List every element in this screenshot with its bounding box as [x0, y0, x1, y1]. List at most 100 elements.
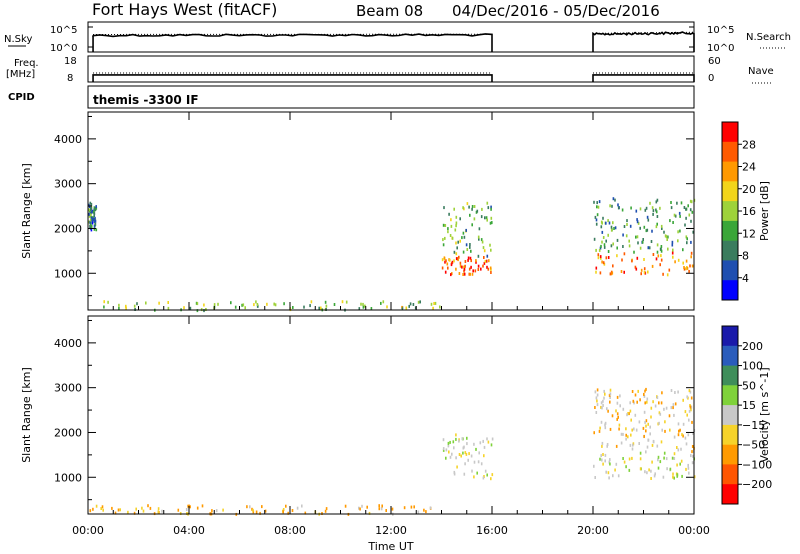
echo-cell — [90, 216, 93, 220]
y-tick-label: 2000 — [54, 426, 82, 439]
echo-cell — [244, 306, 246, 310]
echo-cell — [459, 239, 461, 243]
colorbar-tick-label: 16 — [742, 205, 756, 218]
echo-cell — [601, 260, 603, 264]
colorbar-tick-label: 12 — [742, 227, 756, 240]
y-tick-label: 1000 — [54, 267, 82, 280]
echo-cell — [439, 305, 441, 309]
echo-cell — [691, 264, 694, 268]
echo-cell — [345, 300, 348, 304]
echo-cell — [682, 422, 685, 426]
echo-cell — [469, 272, 471, 276]
echo-cell — [370, 307, 373, 310]
echo-cell — [647, 270, 649, 274]
echo-cell — [687, 204, 689, 208]
echo-cell — [597, 256, 600, 260]
echo-cell — [606, 407, 608, 411]
echo-cell — [645, 206, 648, 210]
echo-cell — [600, 225, 603, 229]
echo-cell — [622, 245, 624, 248]
echo-cell — [671, 240, 674, 244]
echo-cell — [456, 246, 458, 250]
echo-cell — [647, 422, 649, 426]
echo-cell — [442, 448, 445, 452]
echo-cell — [433, 302, 435, 305]
echo-cell — [693, 475, 696, 479]
echo-cell — [604, 423, 606, 427]
echo-cell — [627, 412, 629, 416]
echo-cell — [385, 509, 387, 512]
echo-cell — [89, 218, 92, 222]
echo-cell — [646, 228, 649, 232]
echo-cell — [261, 505, 263, 509]
echo-cell — [644, 470, 646, 474]
echo-cell — [611, 414, 614, 418]
echo-cell — [645, 450, 647, 454]
echo-cell — [656, 215, 659, 218]
echo-cell — [682, 261, 684, 265]
echo-cell — [602, 462, 604, 466]
echo-cell — [442, 238, 444, 242]
echo-cell — [449, 258, 451, 262]
echo-cell — [668, 414, 671, 418]
echo-cell — [459, 264, 462, 268]
echo-cell — [464, 264, 466, 268]
echo-cell — [469, 256, 472, 260]
echo-cell — [600, 244, 602, 248]
echo-cell — [616, 417, 618, 421]
echo-cell — [460, 454, 462, 458]
velocity-y-axis: 1000 2000 3000 4000 — [54, 319, 694, 501]
echo-cell — [654, 472, 656, 476]
echo-cell — [483, 445, 486, 449]
echo-cell — [662, 475, 665, 479]
echo-cell — [683, 206, 686, 209]
echo-cell — [658, 411, 661, 415]
power-data — [88, 197, 696, 313]
echo-cell — [620, 441, 623, 445]
echo-cell — [382, 300, 385, 304]
echo-cell — [612, 242, 614, 246]
echo-cell — [644, 208, 647, 212]
echo-cell — [469, 243, 471, 246]
echo-cell — [95, 206, 98, 210]
echo-cell — [659, 412, 662, 416]
echo-cell — [442, 243, 445, 247]
echo-cell — [603, 245, 606, 249]
echo-cell — [391, 507, 394, 511]
echo-cell — [643, 434, 645, 438]
echo-cell — [95, 504, 98, 508]
echo-cell — [647, 246, 650, 250]
echo-cell — [602, 261, 605, 265]
echo-cell — [469, 245, 471, 249]
search-noise-line — [592, 31, 695, 34]
echo-cell — [136, 302, 138, 306]
echo-cell — [478, 451, 480, 455]
colorbar-segment — [722, 280, 738, 301]
echo-cell — [629, 409, 632, 413]
cpid-program: themis -3300 IF — [93, 93, 199, 107]
echo-cell — [255, 510, 258, 514]
echo-cell — [93, 214, 95, 218]
echo-cell — [680, 447, 682, 451]
echo-cell — [487, 206, 490, 210]
echo-cell — [378, 507, 381, 511]
echo-cell — [669, 467, 672, 471]
echo-cell — [455, 267, 457, 271]
echo-cell — [484, 216, 486, 220]
echo-cell — [677, 448, 680, 452]
echo-cell — [674, 391, 676, 394]
echo-cell — [631, 390, 634, 393]
y-tick-label: 2000 — [54, 222, 82, 235]
echo-cell — [358, 506, 360, 510]
y-tick-label: 1000 — [54, 471, 82, 484]
echo-cell — [596, 393, 599, 397]
echo-cell — [441, 258, 444, 262]
cpid-label: CPID — [8, 92, 35, 103]
echo-cell — [100, 507, 102, 510]
echo-cell — [609, 400, 611, 404]
echo-cell — [609, 272, 612, 276]
echo-cell — [490, 271, 492, 274]
echo-cell — [468, 205, 470, 209]
echo-cell — [255, 300, 257, 304]
echo-cell — [629, 443, 632, 447]
